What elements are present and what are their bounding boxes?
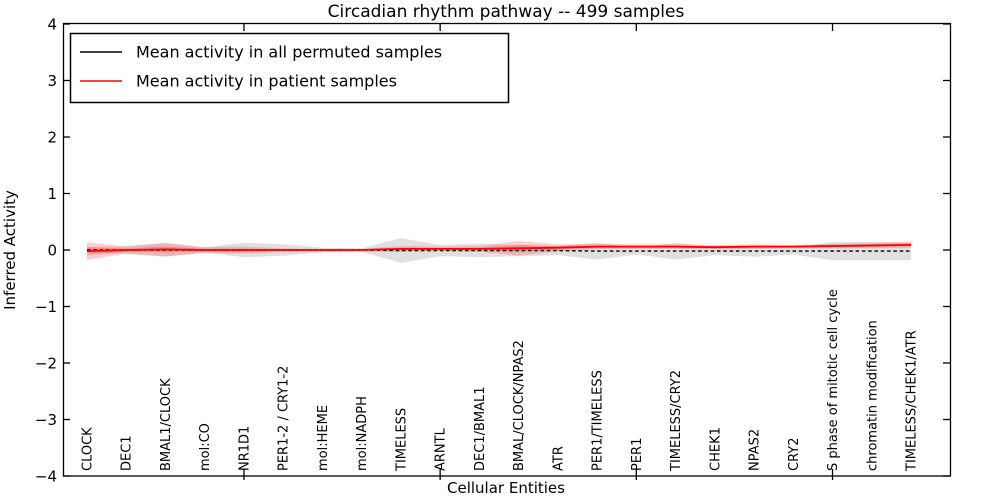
- y-axis-label: Inferred Activity: [1, 190, 19, 310]
- series-lines: [86, 244, 912, 252]
- y-tick-label: 0: [47, 242, 57, 260]
- line-permuted-mean: [87, 249, 911, 252]
- y-tick-label: −2: [35, 355, 57, 373]
- x-category-label: NPAS2: [748, 429, 763, 471]
- x-category-label: chromatin modification: [865, 320, 880, 471]
- x-category-label: DEC1/BMAL1: [473, 387, 488, 472]
- x-category-label: TIMELESS/CRY2: [669, 370, 684, 472]
- x-category-label: mol:CO: [198, 423, 213, 471]
- x-category-label: PER1-2 / CRY1-2: [277, 366, 292, 471]
- legend-box: [69, 32, 510, 104]
- y-tick-label: −1: [35, 298, 57, 316]
- x-axis-label: Cellular Entities: [447, 479, 565, 497]
- x-category-labels: CLOCK DEC1 BMAL1/CLOCK mol:CO NR1D1 PER1-2 / …: [81, 289, 920, 472]
- x-category-label: CLOCK: [81, 427, 96, 471]
- legend-label-permuted: Mean activity in all permuted samples: [136, 43, 442, 62]
- x-category-label: ATR: [551, 446, 566, 471]
- x-category-label: BMAL1/CLOCK: [159, 378, 174, 471]
- x-category-label: mol:NADPH: [355, 396, 370, 471]
- y-tick-label: −3: [35, 411, 57, 429]
- line-patient-mean: [86, 244, 912, 252]
- x-category-label: PER1/TIMELESS: [591, 370, 606, 471]
- x-category-label: NR1D1: [238, 426, 253, 471]
- x-category-label: S phase of mitotic cell cycle: [826, 289, 841, 471]
- x-category-label: CRY2: [787, 438, 802, 472]
- y-tick-label: −4: [35, 468, 57, 486]
- legend-label-patient: Mean activity in patient samples: [136, 72, 397, 91]
- x-category-label: PER1: [630, 438, 645, 471]
- x-category-label: ARNTL: [434, 427, 449, 471]
- x-category-label: CHEK1: [708, 427, 723, 471]
- y-tick-label: 3: [47, 72, 57, 90]
- y-tick-label: 1: [47, 185, 57, 203]
- x-category-label: mol:HEME: [316, 405, 331, 471]
- y-tick-label: 4: [47, 16, 57, 34]
- x-category-label: DEC1: [120, 435, 135, 471]
- x-category-label: TIMELESS/CHEK1/ATR: [905, 330, 920, 472]
- x-category-label: TIMELESS: [394, 408, 409, 472]
- axis-ticks: [63, 23, 950, 480]
- y-tick-labels: 4 3 2 1 0 −1 −2 −3 −4: [35, 16, 57, 486]
- y-tick-label: 2: [47, 129, 57, 147]
- x-category-label: BMAL/CLOCK/NPAS2: [512, 340, 527, 471]
- chart-title: Circadian rhythm pathway -- 499 samples: [328, 2, 685, 22]
- legend: Mean activity in all permuted samples Me…: [69, 32, 510, 104]
